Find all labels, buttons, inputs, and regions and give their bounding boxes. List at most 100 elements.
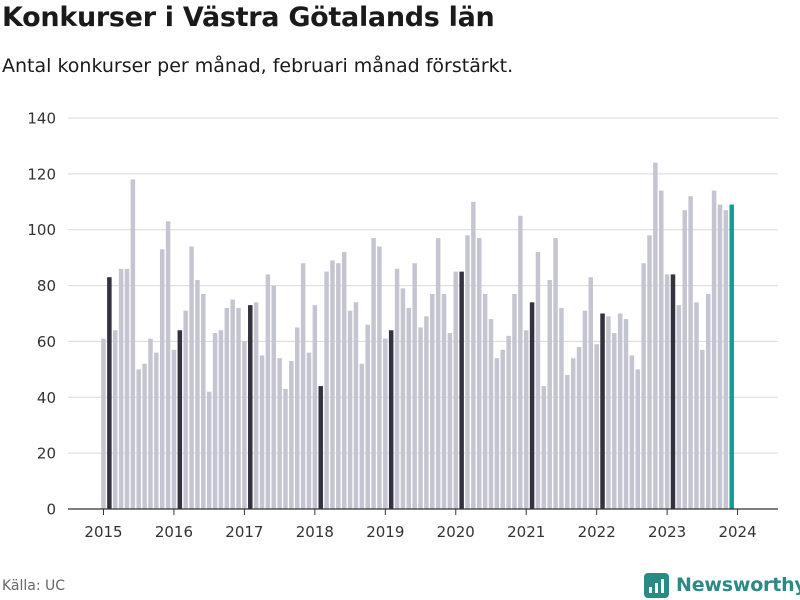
bar	[289, 360, 294, 509]
x-tick-label: 2022	[578, 523, 616, 541]
bar	[201, 293, 206, 509]
bar	[647, 235, 652, 510]
bar	[253, 302, 259, 509]
bar	[664, 274, 670, 509]
bar	[165, 221, 171, 509]
x-tick-label: 2019	[366, 523, 404, 541]
bar	[600, 313, 605, 509]
x-tick-label: 2020	[437, 523, 475, 541]
bar	[482, 293, 488, 509]
bar	[142, 363, 147, 509]
bar	[259, 355, 265, 509]
y-tick-label: 0	[46, 501, 56, 519]
bar	[582, 310, 588, 509]
bar	[377, 246, 382, 509]
bar	[500, 349, 505, 509]
bar	[570, 358, 576, 509]
bar	[588, 277, 594, 509]
bar	[512, 293, 517, 509]
y-tick-label: 100	[27, 221, 56, 239]
bar	[365, 324, 370, 509]
bar	[659, 190, 664, 510]
bar	[459, 271, 464, 509]
source-note: Källa: UC	[2, 578, 66, 594]
bar	[424, 316, 429, 509]
bar	[682, 210, 687, 509]
bar	[271, 285, 277, 509]
bar	[300, 263, 306, 509]
bar	[576, 347, 582, 509]
bar	[195, 279, 200, 509]
bar	[729, 204, 734, 509]
x-tick-label: 2021	[507, 523, 545, 541]
bar	[118, 268, 124, 509]
bar	[218, 330, 224, 509]
bar	[506, 335, 511, 509]
bar	[394, 268, 400, 509]
bar	[471, 201, 476, 510]
bar	[159, 249, 165, 509]
bar	[136, 369, 141, 509]
bar	[383, 338, 388, 509]
bar	[341, 252, 347, 509]
y-tick-label: 120	[27, 165, 56, 183]
newsworthy-logo-icon	[644, 572, 669, 598]
bar	[700, 349, 705, 509]
bar	[476, 238, 482, 509]
bar	[306, 352, 312, 509]
bar	[242, 341, 247, 509]
bar	[324, 271, 329, 509]
bar	[488, 319, 494, 509]
y-tick-label: 80	[37, 277, 56, 295]
bar	[212, 333, 218, 509]
bar	[318, 386, 323, 509]
bar	[535, 252, 541, 509]
bar	[688, 196, 693, 509]
bar	[705, 293, 711, 509]
bar	[265, 274, 271, 509]
bar	[670, 274, 676, 509]
bar	[529, 302, 535, 509]
bar	[518, 215, 523, 509]
bar	[171, 349, 177, 509]
y-tick-label: 60	[37, 333, 56, 351]
bar	[148, 338, 153, 509]
bar	[617, 313, 623, 509]
labels: 0 20 40 60 80 100 120 140 2015 2016 2017 2018 2019 20…	[27, 0, 758, 541]
bar	[388, 330, 394, 509]
x-tick-label: 2018	[296, 523, 334, 541]
bar	[236, 307, 241, 509]
axes	[68, 508, 778, 515]
bar	[294, 327, 300, 509]
bar	[248, 305, 253, 509]
bar	[107, 277, 112, 509]
bar	[230, 299, 235, 509]
bar	[541, 386, 547, 509]
bar	[112, 330, 118, 509]
bar	[183, 310, 188, 509]
bar	[447, 333, 453, 509]
bar	[130, 179, 136, 509]
brand-name: Newsworthy	[676, 574, 800, 596]
bar	[494, 358, 500, 509]
bar	[330, 260, 335, 509]
bar	[101, 338, 106, 509]
bar	[312, 305, 318, 509]
bar	[189, 246, 194, 509]
bars	[101, 162, 734, 510]
bar	[353, 302, 359, 509]
chart-title: Konkurser i Västra Götalands län	[2, 2, 495, 33]
bar	[676, 305, 682, 509]
bar	[347, 310, 353, 509]
x-tick-label: 2016	[155, 523, 193, 541]
bar	[612, 333, 617, 509]
chart-subtitle: Antal konkurser per månad, februari måna…	[2, 55, 514, 77]
bar	[430, 293, 435, 509]
bar	[124, 268, 130, 509]
y-tick-label: 140	[27, 110, 56, 128]
bar	[435, 238, 441, 509]
bar	[406, 307, 412, 509]
data-label: 109	[728, 0, 759, 4]
bar	[559, 307, 564, 509]
